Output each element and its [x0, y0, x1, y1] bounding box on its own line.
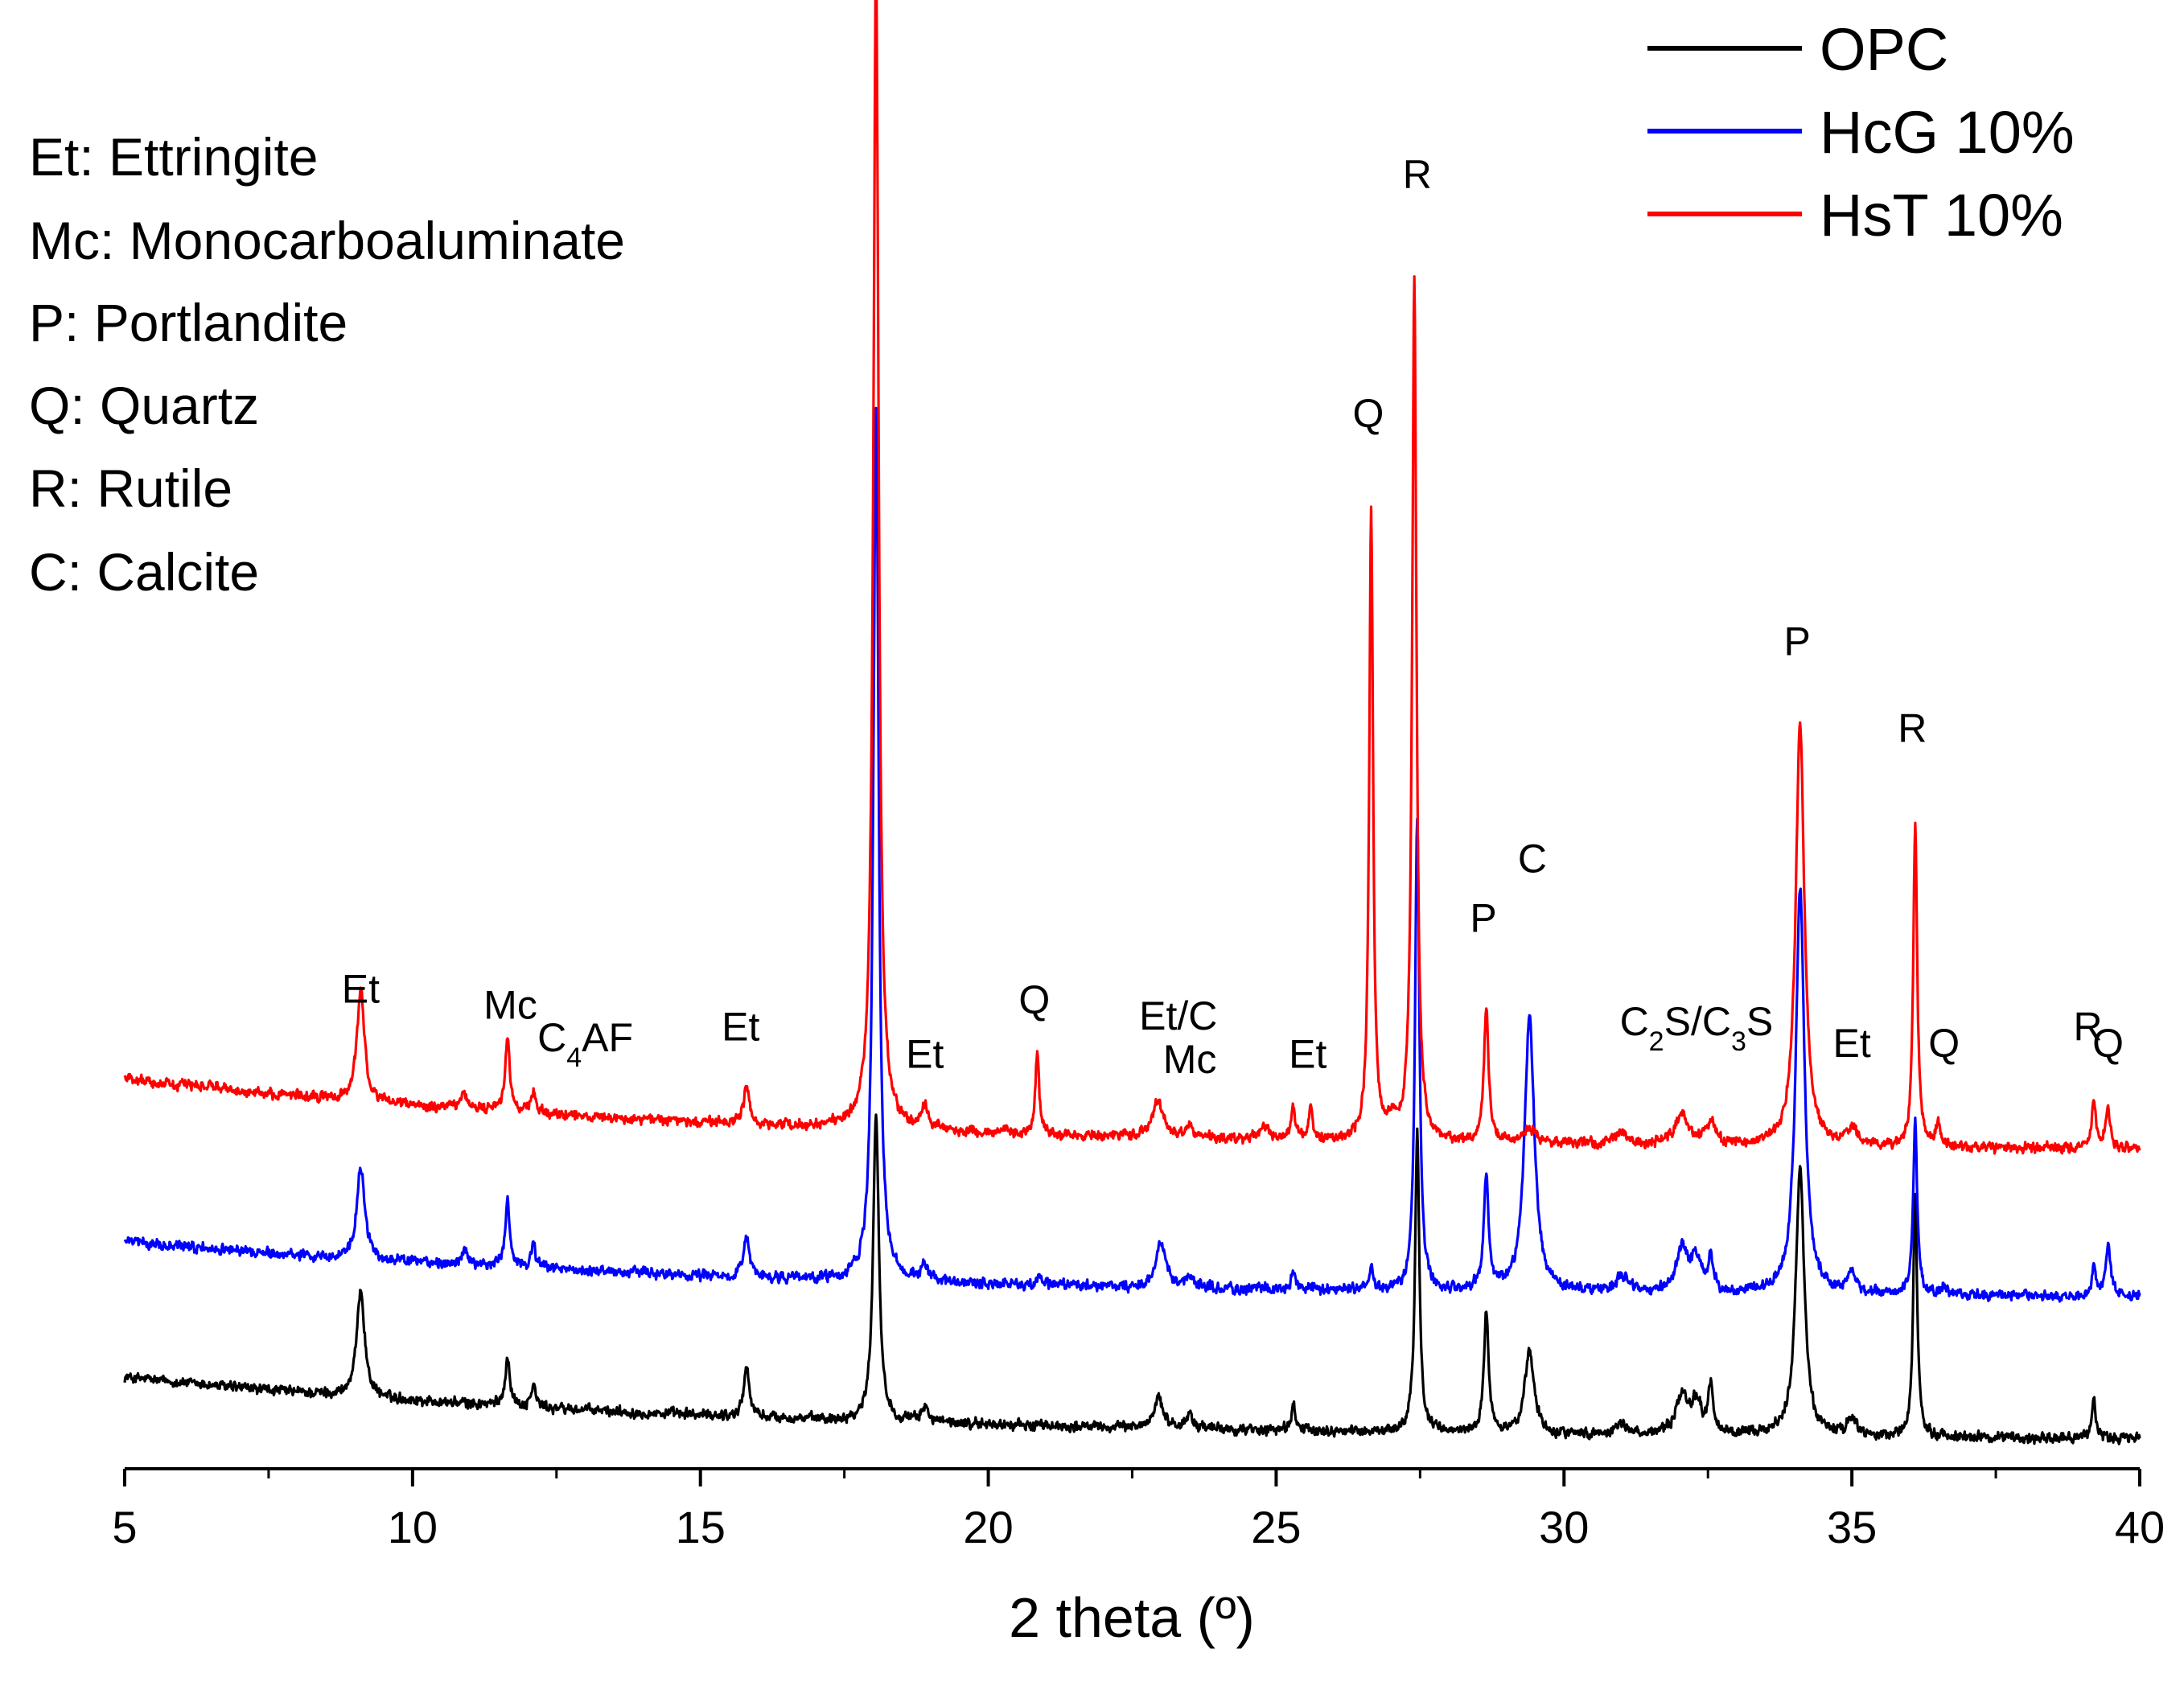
peak-label: Et — [1289, 1031, 1326, 1076]
legend: OPC HcG 10% HsT 10% — [1647, 16, 2075, 249]
peak-label: P — [1470, 896, 1496, 941]
legend-label-opc: OPC — [1820, 16, 1948, 83]
peak-label: Et — [1832, 1021, 1870, 1066]
peak-label: Et/C — [1139, 993, 1217, 1038]
x-axis-title: 2 theta (º) — [1009, 1586, 1255, 1649]
series-line-hst-10 — [123, 0, 2141, 1155]
legend-label-hcg: HcG 10% — [1820, 99, 2075, 166]
peak-label: R — [1898, 705, 1927, 750]
series-layer — [123, 0, 2141, 1445]
legend-label-hst: HsT 10% — [1820, 182, 2063, 249]
peak-label: Q — [1928, 1021, 1960, 1066]
phase-key-entry: Et: Ettringite — [29, 127, 319, 187]
peak-label: Et — [722, 1005, 759, 1050]
x-tick-label: 15 — [676, 1502, 726, 1552]
x-tick-label: 30 — [1539, 1502, 1589, 1552]
peak-label: Q — [1352, 391, 1384, 436]
peak-label: Q — [2092, 1021, 2124, 1066]
x-tick-label: 35 — [1827, 1502, 1877, 1552]
peak-label: Mc — [483, 983, 537, 1028]
phase-key-entry: C: Calcite — [29, 542, 259, 602]
peak-label: Q — [1018, 977, 1050, 1022]
phase-key-entry: Q: Quartz — [29, 376, 259, 435]
phase-key-entry: Mc: Monocarboaluminate — [29, 211, 625, 270]
x-axis: 5 10 15 20 25 30 35 40 2 theta (º) — [112, 1467, 2165, 1649]
x-tick-label: 40 — [2115, 1502, 2165, 1552]
peak-label: Et — [906, 1031, 944, 1076]
peak-label: R — [2074, 1005, 2103, 1050]
phase-key-entry: P: Portlandite — [29, 293, 348, 352]
series-line-opc — [123, 1113, 2141, 1445]
peak-label: R — [1403, 152, 1432, 197]
phase-key: Et: Ettringite Mc: Monocarboaluminate P:… — [29, 127, 625, 602]
peak-label: P — [1784, 619, 1811, 664]
series-line-hcg-10 — [123, 406, 2141, 1303]
x-axis-ticks: 5 10 15 20 25 30 35 40 — [112, 1469, 2165, 1552]
x-tick-label: 20 — [963, 1502, 1013, 1552]
peak-label: Et — [342, 966, 380, 1011]
phase-key-entry: R: Rutile — [29, 458, 232, 518]
x-tick-label: 25 — [1251, 1502, 1301, 1552]
peak-label: C — [1518, 836, 1547, 881]
peak-label: C4AF — [537, 1015, 633, 1073]
peak-label: Mc — [1163, 1037, 1217, 1082]
x-tick-label: 10 — [388, 1502, 438, 1552]
peak-label: C2S/C3S — [1620, 999, 1774, 1057]
x-tick-label: 5 — [112, 1502, 137, 1552]
